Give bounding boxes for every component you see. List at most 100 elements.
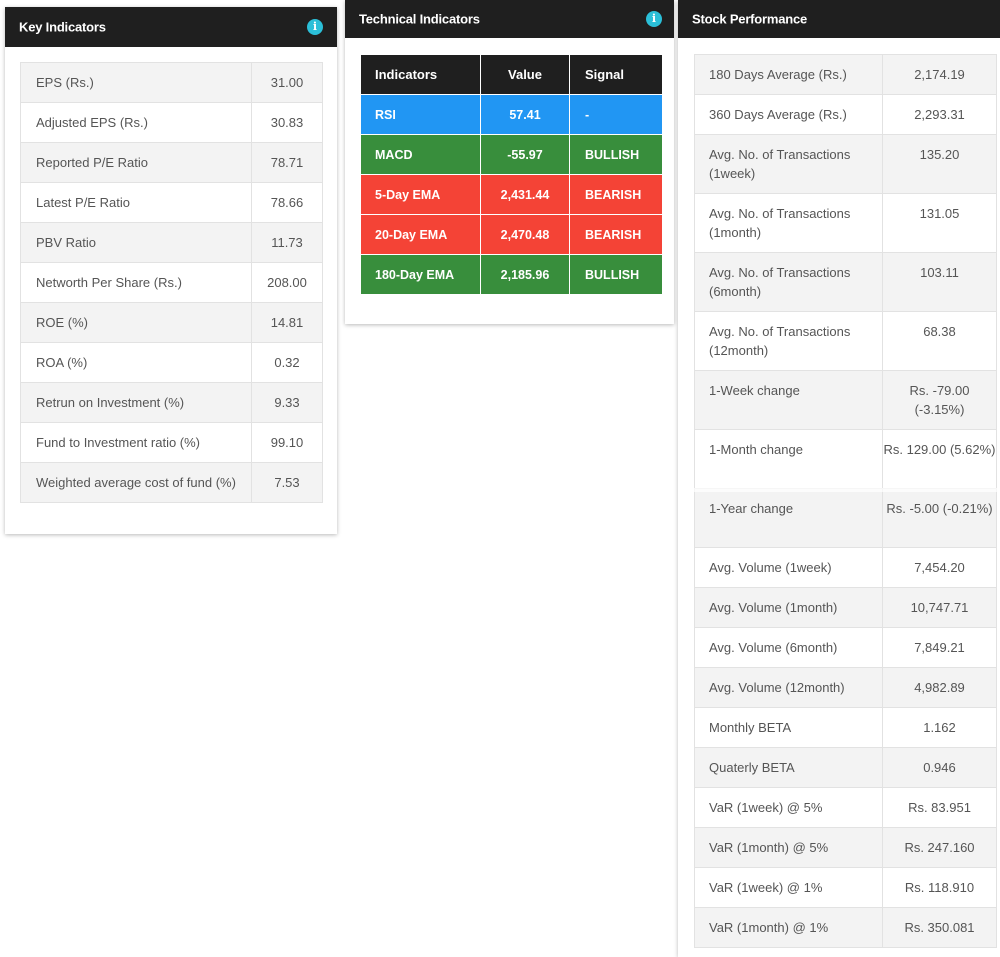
key-indicators-table: EPS (Rs.) 31.00 Adjusted EPS (Rs.) 30.83 R… xyxy=(20,62,323,503)
table-row: 20-Day EMA 2,470.48 BEARISH xyxy=(360,214,663,255)
table-row: ROE (%) 14.81 xyxy=(20,302,323,343)
row-value: 2,174.19 xyxy=(882,54,997,95)
row-label: Avg. No. of Transactions (1month) xyxy=(694,193,883,253)
indicator-value: 2,185.96 xyxy=(480,254,570,295)
table-row: Adjusted EPS (Rs.) 30.83 xyxy=(20,102,323,143)
indicator-signal: BEARISH xyxy=(569,214,663,255)
row-value: 78.66 xyxy=(251,182,323,223)
row-value: 2,293.31 xyxy=(882,94,997,135)
key-indicators-title: Key Indicators xyxy=(19,19,106,35)
indicator-signal: - xyxy=(569,94,663,135)
table-row: ROA (%) 0.32 xyxy=(20,342,323,383)
table-header-row: Indicators Value Signal xyxy=(360,54,663,95)
row-value: 0.32 xyxy=(251,342,323,383)
row-label: Avg. Volume (6month) xyxy=(694,627,883,668)
row-value: Rs. 247.160 xyxy=(882,827,997,868)
indicator-signal: BULLISH xyxy=(569,134,663,175)
row-value: 7.53 xyxy=(251,462,323,503)
row-label: 1-Month change xyxy=(694,429,883,489)
row-label: 180 Days Average (Rs.) xyxy=(694,54,883,95)
row-label: 1-Week change xyxy=(694,370,883,430)
technical-indicators-panel: Technical Indicators i Indicators Value … xyxy=(345,0,674,324)
table-row: Avg. No. of Transactions (1month) 131.05 xyxy=(694,193,997,253)
row-label: Networth Per Share (Rs.) xyxy=(20,262,252,303)
row-value: 68.38 xyxy=(882,311,997,371)
row-value: Rs. 118.910 xyxy=(882,867,997,908)
table-row: MACD -55.97 BULLISH xyxy=(360,134,663,175)
table-row: Monthly BETA 1.162 xyxy=(694,707,997,748)
technical-indicators-title: Technical Indicators xyxy=(359,11,480,27)
row-label: Latest P/E Ratio xyxy=(20,182,252,223)
row-label: Avg. Volume (1week) xyxy=(694,547,883,588)
table-row: 5-Day EMA 2,431.44 BEARISH xyxy=(360,174,663,215)
table-row: VaR (1week) @ 1% Rs. 118.910 xyxy=(694,867,997,908)
indicator-name: 5-Day EMA xyxy=(360,174,481,215)
table-row: Avg. Volume (12month) 4,982.89 xyxy=(694,667,997,708)
table-row: RSI 57.41 - xyxy=(360,94,663,135)
row-value: Rs. 350.081 xyxy=(882,907,997,948)
row-value: 10,747.71 xyxy=(882,587,997,628)
row-label: 1-Year change xyxy=(694,488,883,548)
row-value: 7,849.21 xyxy=(882,627,997,668)
row-label: Reported P/E Ratio xyxy=(20,142,252,183)
row-label: PBV Ratio xyxy=(20,222,252,263)
row-label: Adjusted EPS (Rs.) xyxy=(20,102,252,143)
indicator-name: 180-Day EMA xyxy=(360,254,481,295)
key-indicators-header: Key Indicators i xyxy=(5,7,337,47)
table-row: Avg. No. of Transactions (1week) 135.20 xyxy=(694,134,997,194)
row-label: ROA (%) xyxy=(20,342,252,383)
column-header-signal: Signal xyxy=(569,54,663,95)
row-value: 99.10 xyxy=(251,422,323,463)
indicator-value: 2,470.48 xyxy=(480,214,570,255)
info-icon[interactable]: i xyxy=(646,11,662,27)
row-value: 14.81 xyxy=(251,302,323,343)
table-row: Avg. Volume (6month) 7,849.21 xyxy=(694,627,997,668)
key-indicators-panel: Key Indicators i EPS (Rs.) 31.00 Adjusted… xyxy=(5,7,337,534)
indicator-value: -55.97 xyxy=(480,134,570,175)
info-icon[interactable]: i xyxy=(307,19,323,35)
row-value: 78.71 xyxy=(251,142,323,183)
row-value: 135.20 xyxy=(882,134,997,194)
indicator-value: 2,431.44 xyxy=(480,174,570,215)
table-row: Quaterly BETA 0.946 xyxy=(694,747,997,788)
column-header-indicators: Indicators xyxy=(360,54,481,95)
stock-performance-table: 180 Days Average (Rs.) 2,174.19 360 Days … xyxy=(694,54,997,948)
row-label: Quaterly BETA xyxy=(694,747,883,788)
row-label: Retrun on Investment (%) xyxy=(20,382,252,423)
row-value: 9.33 xyxy=(251,382,323,423)
row-value: 208.00 xyxy=(251,262,323,303)
row-value: 11.73 xyxy=(251,222,323,263)
table-row: 1-Week change Rs. -79.00 (-3.15%) xyxy=(694,370,997,430)
table-row: Avg. Volume (1week) 7,454.20 xyxy=(694,547,997,588)
row-value: 131.05 xyxy=(882,193,997,253)
row-label: Avg. Volume (12month) xyxy=(694,667,883,708)
stock-performance-panel: Stock Performance 180 Days Average (Rs.)… xyxy=(678,0,1000,957)
technical-indicators-table: Indicators Value Signal RSI 57.41 - MACD… xyxy=(360,54,663,295)
table-row: Avg. No. of Transactions (6month) 103.11 xyxy=(694,252,997,312)
table-row: Avg. No. of Transactions (12month) 68.38 xyxy=(694,311,997,371)
table-row: Networth Per Share (Rs.) 208.00 xyxy=(20,262,323,303)
indicator-signal: BEARISH xyxy=(569,174,663,215)
indicator-name: 20-Day EMA xyxy=(360,214,481,255)
indicator-name: MACD xyxy=(360,134,481,175)
row-label: VaR (1week) @ 1% xyxy=(694,867,883,908)
table-row: Avg. Volume (1month) 10,747.71 xyxy=(694,587,997,628)
indicator-name: RSI xyxy=(360,94,481,135)
row-label: 360 Days Average (Rs.) xyxy=(694,94,883,135)
row-value: 1.162 xyxy=(882,707,997,748)
row-label: Avg. Volume (1month) xyxy=(694,587,883,628)
row-value: Rs. -79.00 (-3.15%) xyxy=(882,370,997,430)
table-row: Latest P/E Ratio 78.66 xyxy=(20,182,323,223)
table-row: VaR (1month) @ 1% Rs. 350.081 xyxy=(694,907,997,948)
indicator-value: 57.41 xyxy=(480,94,570,135)
row-value: 0.946 xyxy=(882,747,997,788)
row-label: Fund to Investment ratio (%) xyxy=(20,422,252,463)
row-label: VaR (1week) @ 5% xyxy=(694,787,883,828)
table-row: 1-Year change Rs. -5.00 (-0.21%) xyxy=(694,488,997,548)
column-header-value: Value xyxy=(480,54,570,95)
row-label: VaR (1month) @ 1% xyxy=(694,907,883,948)
row-label: EPS (Rs.) xyxy=(20,62,252,103)
technical-indicators-header: Technical Indicators i xyxy=(345,0,674,38)
row-value: 31.00 xyxy=(251,62,323,103)
table-row: Reported P/E Ratio 78.71 xyxy=(20,142,323,183)
